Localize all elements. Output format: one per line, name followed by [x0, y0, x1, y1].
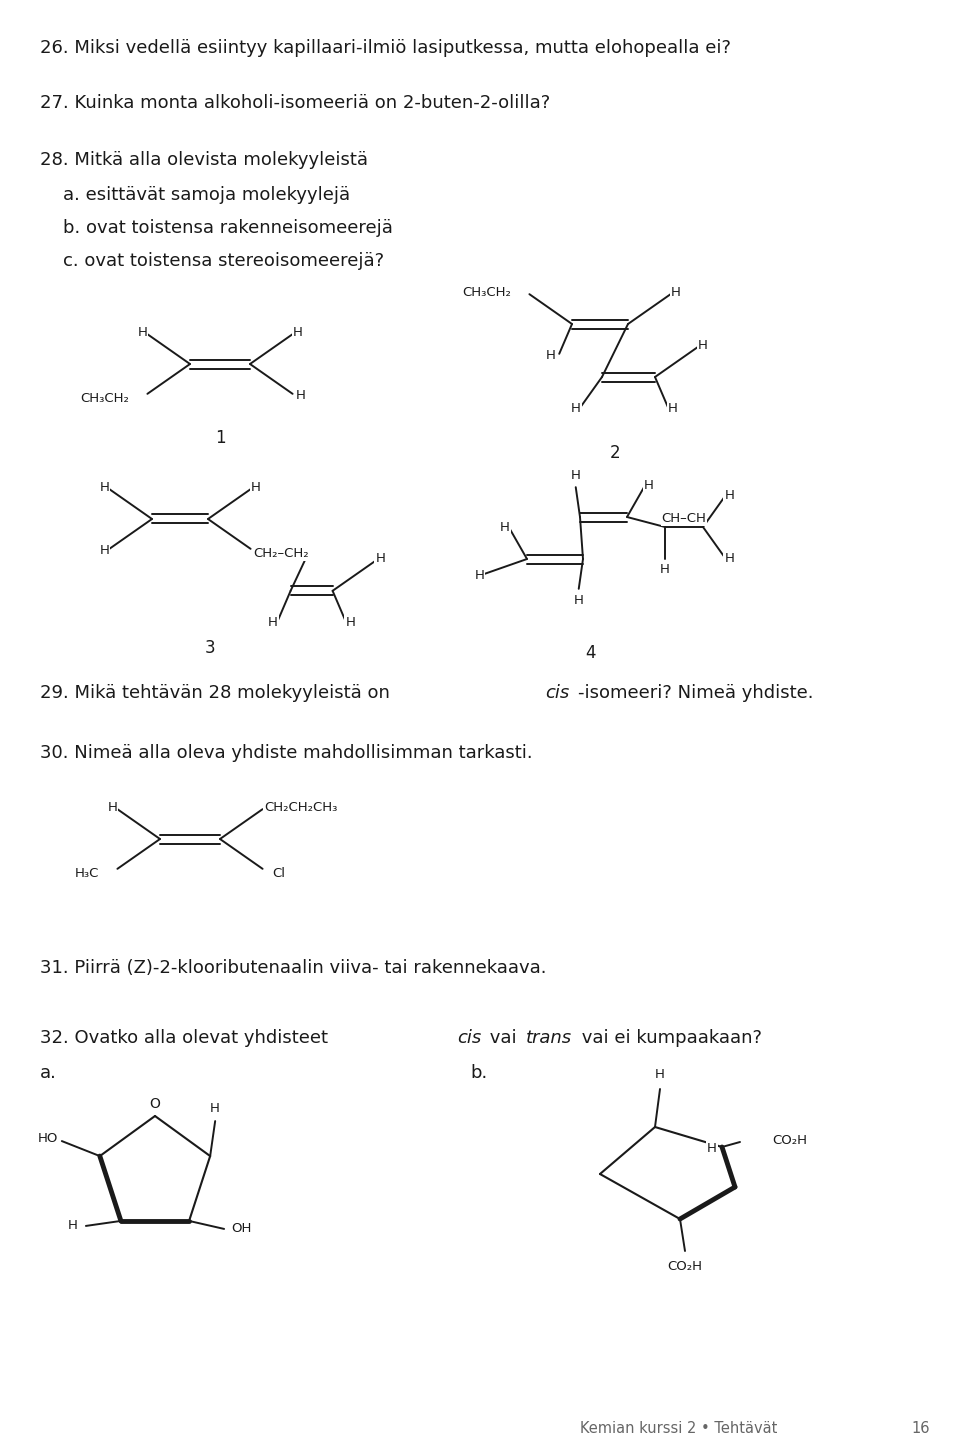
Text: H: H [375, 552, 385, 565]
Text: O: O [150, 1097, 160, 1111]
Text: Kemian kurssi 2 • Tehtävät: Kemian kurssi 2 • Tehtävät [580, 1421, 778, 1436]
Text: a. esittävät samoja molekyylejä: a. esittävät samoja molekyylejä [40, 185, 350, 204]
Text: CH–CH: CH–CH [661, 511, 707, 525]
Text: H: H [500, 520, 510, 533]
Text: a.: a. [40, 1064, 57, 1082]
Text: CO₂H: CO₂H [667, 1261, 703, 1274]
Text: 4: 4 [585, 643, 595, 662]
Text: H: H [668, 403, 678, 416]
Text: H: H [268, 616, 277, 629]
Text: c. ovat toistensa stereoisomeerejä?: c. ovat toistensa stereoisomeerejä? [40, 252, 384, 270]
Text: H: H [100, 481, 109, 494]
Text: 29. Mikä tehtävän 28 molekyyleistä on: 29. Mikä tehtävän 28 molekyyleistä on [40, 684, 396, 701]
Text: CH₃CH₂: CH₃CH₂ [463, 285, 512, 298]
Text: CH₂–CH₂: CH₂–CH₂ [252, 548, 308, 561]
Text: 16: 16 [911, 1421, 930, 1436]
Text: H: H [660, 564, 670, 577]
Text: H: H [546, 349, 556, 362]
Text: H: H [708, 1142, 717, 1155]
Text: H: H [296, 390, 305, 403]
Text: Cl: Cl [273, 868, 285, 881]
Text: 3: 3 [204, 639, 215, 656]
Text: cis: cis [545, 684, 569, 701]
Text: 32. Ovatko alla olevat yhdisteet: 32. Ovatko alla olevat yhdisteet [40, 1029, 334, 1048]
Text: cis: cis [457, 1029, 481, 1048]
Text: H: H [574, 594, 584, 607]
Text: trans: trans [526, 1029, 572, 1048]
Text: H: H [725, 552, 734, 565]
Text: H: H [474, 569, 485, 582]
Text: H: H [655, 1068, 665, 1081]
Text: H: H [210, 1101, 220, 1114]
Text: b.: b. [470, 1064, 488, 1082]
Text: 28. Mitkä alla olevista molekyyleistä: 28. Mitkä alla olevista molekyyleistä [40, 151, 368, 170]
Text: CO₂H: CO₂H [772, 1135, 807, 1148]
Text: H: H [100, 545, 109, 558]
Text: H: H [108, 801, 117, 814]
Text: CH₂CH₂CH₃: CH₂CH₂CH₃ [264, 801, 337, 814]
Text: H: H [571, 403, 581, 416]
Text: OH: OH [231, 1223, 252, 1236]
Text: H: H [346, 616, 355, 629]
Text: H: H [571, 468, 581, 481]
Text: 31. Piirrä (Z)-2-klooributenaalin viiva- tai rakennekaava.: 31. Piirrä (Z)-2-klooributenaalin viiva-… [40, 959, 546, 977]
Text: H: H [644, 478, 654, 491]
Text: vai: vai [484, 1029, 522, 1048]
Text: vai ei kumpaakaan?: vai ei kumpaakaan? [576, 1029, 762, 1048]
Text: H: H [251, 481, 260, 494]
Text: H: H [671, 285, 681, 298]
Text: 27. Kuinka monta alkoholi-isomeeriä on 2-buten-2-olilla?: 27. Kuinka monta alkoholi-isomeeriä on 2… [40, 94, 550, 112]
Text: H: H [725, 488, 734, 501]
Text: H: H [137, 326, 147, 339]
Text: 30. Nimeä alla oleva yhdiste mahdollisimman tarkasti.: 30. Nimeä alla oleva yhdiste mahdollisim… [40, 743, 533, 762]
Text: CH₃CH₂: CH₃CH₂ [81, 393, 130, 406]
Text: H₃C: H₃C [75, 868, 100, 881]
Text: b. ovat toistensa rakenneisomeerejä: b. ovat toistensa rakenneisomeerejä [40, 219, 393, 238]
Text: HO: HO [37, 1132, 58, 1145]
Text: -isomeeri? Nimeä yhdiste.: -isomeeri? Nimeä yhdiste. [578, 684, 813, 701]
Text: H: H [68, 1220, 78, 1233]
Text: H: H [293, 326, 302, 339]
Text: 1: 1 [215, 429, 226, 446]
Text: H: H [698, 339, 708, 352]
Text: 2: 2 [610, 443, 620, 462]
Text: 26. Miksi vedellä esiintyy kapillaari-ilmiö lasiputkessa, mutta elohopealla ei?: 26. Miksi vedellä esiintyy kapillaari-il… [40, 39, 731, 57]
